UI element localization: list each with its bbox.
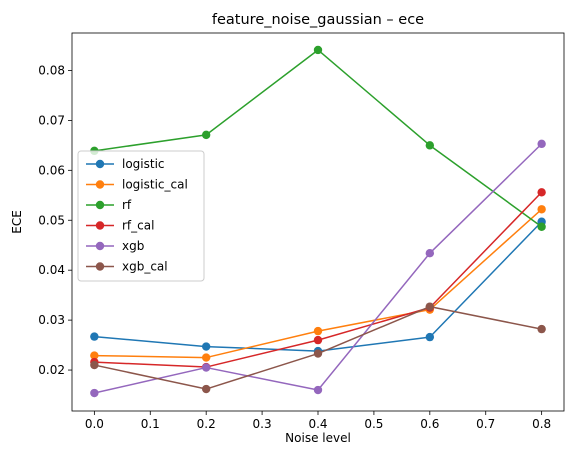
y-tick-label: 0.05 xyxy=(38,213,65,227)
data-point-logistic xyxy=(201,342,211,351)
legend-marker xyxy=(95,241,105,251)
x-tick-label: 0.4 xyxy=(308,417,327,431)
legend-marker xyxy=(95,200,105,210)
legend-box xyxy=(77,150,205,282)
y-tick-label: 0.03 xyxy=(38,313,65,327)
data-point-logistic xyxy=(425,332,435,342)
chart-title: feature_noise_gaussian – ece xyxy=(212,12,424,28)
data-point-xgb_cal xyxy=(425,302,435,311)
series-rf xyxy=(90,45,546,231)
legend-label: logistic_cal xyxy=(122,178,188,192)
x-tick-label: 0.5 xyxy=(364,417,383,431)
legend-label: rf xyxy=(122,198,132,212)
legend-entry-logistic_cal: logistic_cal xyxy=(86,178,188,192)
series-xgb xyxy=(90,139,546,398)
legend-marker xyxy=(95,221,105,230)
y-tick-label: 0.02 xyxy=(38,363,65,377)
data-point-rf xyxy=(201,130,211,140)
axes: 0.0 0.1 0.2 0.3 0.4 0.5 0.6 0.7 0.8 0.02 0.03 0.04 0… xyxy=(38,32,565,431)
legend-marker xyxy=(95,159,105,169)
series-xgb_cal xyxy=(90,302,546,394)
x-tick-label: 0.0 xyxy=(85,417,104,431)
data-point-rf xyxy=(313,45,323,55)
data-point-rf_cal xyxy=(537,188,546,197)
data-point-logistic_cal xyxy=(201,353,211,362)
legend-entry-logistic: logistic xyxy=(86,157,165,171)
series-logistic_cal xyxy=(90,205,546,362)
data-point-rf_cal xyxy=(313,335,323,345)
data-point-xgb_cal xyxy=(537,324,546,334)
data-point-rf xyxy=(425,141,435,150)
x-axis-label: Noise level xyxy=(285,431,351,445)
legend-entry-rf: rf xyxy=(86,198,132,212)
legend-entry-rf_cal: rf_cal xyxy=(86,219,154,233)
data-point-xgb xyxy=(537,139,546,149)
x-tick-label: 0.8 xyxy=(532,417,551,431)
y-tick-label: 0.07 xyxy=(38,113,65,127)
data-point-logistic_cal xyxy=(90,351,99,360)
legend-entry-xgb_cal: xgb_cal xyxy=(86,260,168,274)
data-point-xgb_cal xyxy=(90,360,99,370)
legend-label: logistic xyxy=(122,157,165,171)
x-tick-label: 0.1 xyxy=(141,417,160,431)
data-point-logistic xyxy=(90,332,99,341)
x-tick-label: 0.2 xyxy=(197,417,216,431)
y-tick-label: 0.06 xyxy=(38,163,65,177)
data-point-xgb xyxy=(201,363,211,372)
x-tick-label: 0.3 xyxy=(253,417,272,431)
data-point-xgb xyxy=(425,249,435,258)
data-point-logistic_cal xyxy=(537,205,546,214)
data-point-rf xyxy=(537,222,546,231)
data-point-xgb_cal xyxy=(201,384,211,394)
plot-area xyxy=(90,45,546,398)
data-point-xgb xyxy=(90,388,99,398)
legend-label: xgb_cal xyxy=(122,260,168,274)
y-tick-label: 0.08 xyxy=(38,63,65,77)
data-point-xgb xyxy=(313,385,323,395)
x-tick-label: 0.6 xyxy=(420,417,439,431)
data-point-xgb_cal xyxy=(313,349,323,358)
x-tick-label: 0.7 xyxy=(476,417,495,431)
y-tick-label: 0.04 xyxy=(38,263,65,277)
legend-label: xgb xyxy=(122,239,144,253)
legend-marker xyxy=(95,180,105,189)
legend-label: rf_cal xyxy=(122,219,154,233)
legend-marker xyxy=(95,262,105,271)
y-axis-label: ECE xyxy=(10,210,24,234)
data-point-logistic_cal xyxy=(313,326,323,336)
legend-entry-xgb: xgb xyxy=(86,239,144,253)
